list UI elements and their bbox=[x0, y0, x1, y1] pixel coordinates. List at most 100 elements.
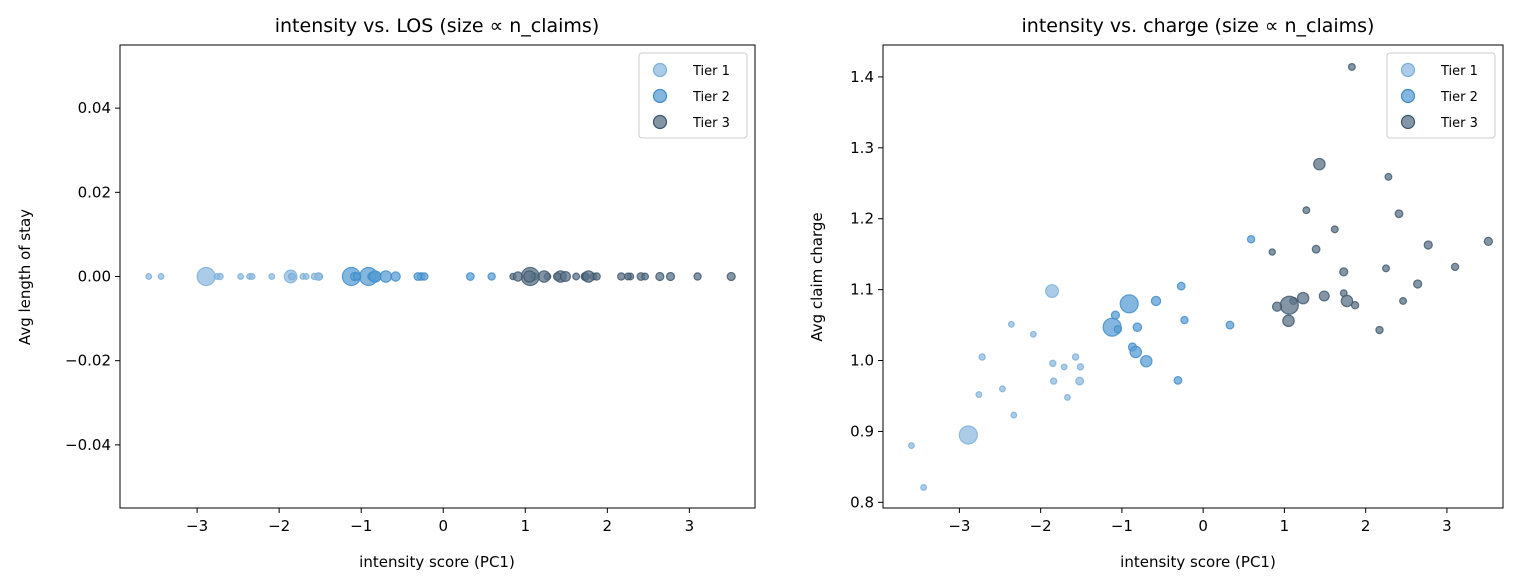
data-point-tier-1 bbox=[145, 273, 153, 280]
data-point-tier-3 bbox=[523, 270, 536, 283]
data-point-tier-1 bbox=[1010, 411, 1018, 419]
data-point-tier-2 bbox=[1173, 375, 1183, 385]
legend-marker bbox=[652, 88, 668, 104]
data-point-tier-1 bbox=[1060, 363, 1068, 371]
data-point-tier-2 bbox=[1129, 345, 1143, 359]
x-tick-label: 0 bbox=[438, 517, 448, 535]
left-chart-ylabel: Avg length of stay bbox=[16, 209, 34, 345]
data-point-tier-2 bbox=[465, 272, 475, 281]
data-point-tier-3 bbox=[1268, 248, 1276, 256]
legend-label: Tier 2 bbox=[1440, 90, 1478, 105]
x-tick-label: 2 bbox=[1361, 517, 1371, 535]
data-point-tier-3 bbox=[1375, 325, 1384, 335]
data-point-tier-3 bbox=[1413, 279, 1423, 289]
right-chart-title: intensity vs. charge (size ∝ n_claims) bbox=[1022, 15, 1375, 37]
data-point-tier-1 bbox=[196, 266, 216, 287]
data-point-tier-1 bbox=[248, 273, 256, 280]
data-point-tier-3 bbox=[641, 272, 650, 281]
data-point-tier-3 bbox=[1282, 314, 1295, 328]
y-tick-label: 1.4 bbox=[850, 68, 874, 86]
legend-marker bbox=[652, 62, 668, 78]
x-tick-label: 0 bbox=[1198, 517, 1208, 535]
data-point-tier-2 bbox=[1113, 325, 1123, 334]
x-tick-label: −3 bbox=[948, 517, 970, 535]
legend-label: Tier 3 bbox=[692, 116, 730, 131]
data-point-tier-3 bbox=[655, 271, 665, 282]
data-point-tier-2 bbox=[1246, 235, 1256, 244]
legend-label: Tier 1 bbox=[1440, 64, 1478, 79]
data-point-tier-3 bbox=[559, 270, 572, 283]
left-chart-title: intensity vs. LOS (size ∝ n_claims) bbox=[275, 15, 600, 37]
data-point-tier-1 bbox=[314, 272, 323, 281]
x-tick-label: −2 bbox=[268, 517, 290, 535]
data-point-tier-3 bbox=[1347, 63, 1356, 71]
legend-marker bbox=[652, 114, 668, 130]
data-point-tier-3 bbox=[512, 271, 524, 282]
x-tick-label: −1 bbox=[350, 517, 372, 535]
right-chart-ylabel: Avg claim charge bbox=[808, 212, 826, 341]
legend: Tier 1 Tier 2 Tier 3 bbox=[1386, 52, 1496, 139]
data-point-tier-3 bbox=[582, 270, 595, 283]
data-point-tier-3 bbox=[1394, 209, 1404, 219]
data-point-tier-1 bbox=[1076, 363, 1085, 371]
data-point-tier-2 bbox=[1132, 322, 1143, 333]
y-tick-label: 0.8 bbox=[850, 493, 874, 511]
data-point-tier-1 bbox=[1049, 359, 1057, 368]
right-chart-xlabel: intensity score (PC1) bbox=[1120, 553, 1276, 571]
data-point-tier-3 bbox=[1450, 262, 1460, 272]
y-tick-label: 1.3 bbox=[850, 139, 874, 157]
data-point-tier-3 bbox=[1279, 295, 1299, 315]
data-point-tier-3 bbox=[572, 272, 581, 281]
x-tick-label: 3 bbox=[1442, 517, 1452, 535]
x-tick-label: 2 bbox=[603, 517, 613, 535]
y-tick-label: 0.04 bbox=[78, 99, 111, 117]
left-chart: intensity vs. LOS (size ∝ n_claims) inte… bbox=[16, 15, 756, 571]
legend-label: Tier 2 bbox=[692, 90, 730, 105]
data-point-tier-1 bbox=[157, 273, 165, 280]
data-point-tier-3 bbox=[1340, 294, 1354, 308]
y-tick-label: 0.00 bbox=[78, 268, 111, 286]
legend-box bbox=[638, 52, 748, 139]
data-point-tier-3 bbox=[1483, 236, 1493, 247]
data-point-tier-1 bbox=[237, 273, 245, 280]
data-point-tier-2 bbox=[1180, 315, 1189, 325]
data-point-tier-1 bbox=[1071, 353, 1080, 361]
data-point-tier-1 bbox=[1029, 330, 1037, 338]
data-point-tier-2 bbox=[379, 270, 393, 283]
data-point-tier-1 bbox=[958, 425, 978, 445]
left-chart-xlabel: intensity score (PC1) bbox=[359, 553, 515, 571]
right-chart: intensity vs. charge (size ∝ n_claims) i… bbox=[808, 15, 1504, 571]
axes-frame bbox=[882, 44, 1504, 509]
data-point-tier-3 bbox=[1382, 264, 1390, 273]
legend-box bbox=[1386, 52, 1496, 139]
data-point-tier-1 bbox=[1045, 284, 1059, 298]
data-point-tier-3 bbox=[1311, 244, 1321, 254]
data-point-tier-2 bbox=[390, 271, 401, 282]
data-point-tier-2 bbox=[487, 272, 496, 281]
x-tick-label: −1 bbox=[1111, 517, 1133, 535]
data-point-tier-3 bbox=[665, 271, 676, 282]
y-tick-label: −0.02 bbox=[65, 352, 111, 370]
data-point-tier-3 bbox=[1318, 290, 1330, 302]
x-tick-label: −3 bbox=[186, 517, 208, 535]
data-point-tier-3 bbox=[617, 272, 626, 281]
data-point-tier-3 bbox=[1399, 296, 1408, 305]
data-point-tier-3 bbox=[552, 272, 562, 281]
x-tick-label: 1 bbox=[521, 517, 531, 535]
x-tick-label: −2 bbox=[1030, 517, 1052, 535]
y-tick-label: 1.0 bbox=[850, 352, 874, 370]
data-point-tier-1 bbox=[978, 353, 986, 361]
legend: Tier 1 Tier 2 Tier 3 bbox=[638, 52, 748, 139]
data-point-tier-1 bbox=[1007, 320, 1015, 328]
data-point-tier-3 bbox=[1423, 240, 1433, 250]
data-point-tier-1 bbox=[288, 272, 297, 281]
data-point-tier-1 bbox=[1049, 377, 1058, 385]
data-point-tier-2 bbox=[368, 270, 382, 283]
data-point-tier-3 bbox=[1384, 172, 1393, 181]
data-point-tier-3 bbox=[623, 272, 632, 281]
data-point-tier-1 bbox=[268, 273, 276, 280]
data-point-tier-1 bbox=[1064, 393, 1071, 401]
data-point-tier-2 bbox=[1176, 281, 1186, 291]
x-tick-label: 1 bbox=[1280, 517, 1290, 535]
